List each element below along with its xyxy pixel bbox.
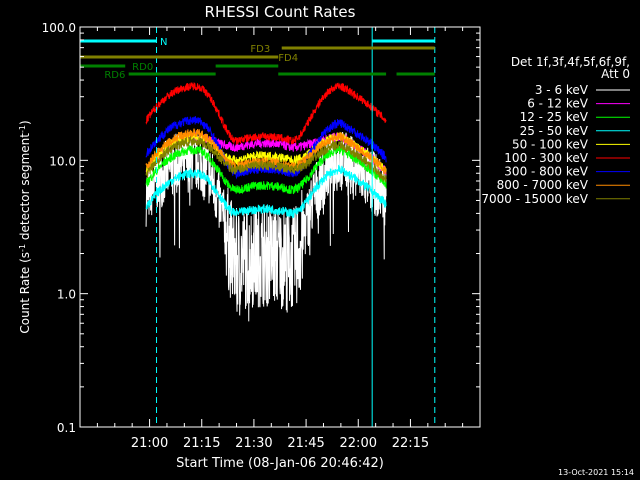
series-line-300-800keV — [145, 116, 387, 180]
x-tick-label: 21:00 — [131, 436, 168, 451]
y-tick-label: 0.1 — [57, 421, 76, 435]
legend-entry-label: 7000 - 15000 keV — [481, 192, 588, 206]
legend-entry-label: 12 - 25 keV — [520, 110, 589, 124]
legend-header-line: Att 0 — [601, 67, 630, 81]
legend-entry-label: 50 - 100 keV — [512, 137, 589, 151]
x-tick-label: 21:30 — [235, 436, 272, 451]
y-tick-label: 100.0 — [42, 21, 76, 35]
y-tick-label: 10.0 — [49, 154, 76, 168]
y-axis-label-part: Count Rate (s — [18, 252, 32, 334]
legend-entry-label: 800 - 7000 keV — [497, 178, 589, 192]
x-tick-label: 22:00 — [340, 436, 377, 451]
legend-entry-label: 6 - 12 keV — [527, 97, 589, 111]
legend: Det 1f,3f,4f,5f,6f,9f, Att 0 3 - 6 keV6 … — [481, 55, 630, 206]
series-layer — [145, 82, 387, 322]
legend-entry-label: 3 - 6 keV — [535, 83, 589, 97]
legend-entry-label: 300 - 800 keV — [504, 165, 588, 179]
y-axis-label-part: ) — [18, 120, 32, 125]
legend-entry-label: 25 - 50 keV — [520, 124, 589, 138]
plot-frame — [79, 26, 481, 428]
legend-entry-label: 100 - 300 keV — [504, 151, 588, 165]
footer-date: 13-Oct-2021 15:14 — [558, 468, 634, 477]
x-tick-label: 22:15 — [392, 436, 429, 451]
state-label-FD3: FD3 — [250, 44, 270, 55]
series-line-7000-15000keV — [145, 135, 387, 183]
series-line-25-50keV — [145, 164, 387, 219]
axis-layer: 0.1 1.0 10.0 100.0 21:00 21:15 21:30 21:45 22:00… — [42, 21, 480, 451]
y-axis-label-part: detector segment — [18, 133, 32, 244]
state-label-FD4: FD4 — [278, 53, 298, 64]
x-tick-label: 21:15 — [183, 436, 220, 451]
state-label-N: N — [160, 37, 167, 48]
state-label-RD6: RD6 — [104, 70, 125, 81]
x-tick-label: 21:45 — [287, 436, 324, 451]
chart-title: RHESSI Count Rates — [205, 3, 356, 21]
y-axis-label: Count Rate (s-1 detector segment-1) — [18, 120, 33, 333]
y-axis-label-sup: -1 — [18, 125, 27, 133]
x-axis-label: Start Time (08-Jan-06 20:46:42) — [176, 456, 384, 471]
y-tick-label: 1.0 — [57, 288, 76, 302]
series-line-100-300keV — [145, 82, 387, 145]
annotation-layer: N FD3 FD4 RD0 RD6 — [79, 27, 436, 427]
y-axis-label-sup: -1 — [18, 244, 27, 252]
legend-header-line: Det 1f,3f,4f,5f,6f,9f, — [511, 55, 630, 69]
state-label-RD0: RD0 — [132, 62, 153, 73]
